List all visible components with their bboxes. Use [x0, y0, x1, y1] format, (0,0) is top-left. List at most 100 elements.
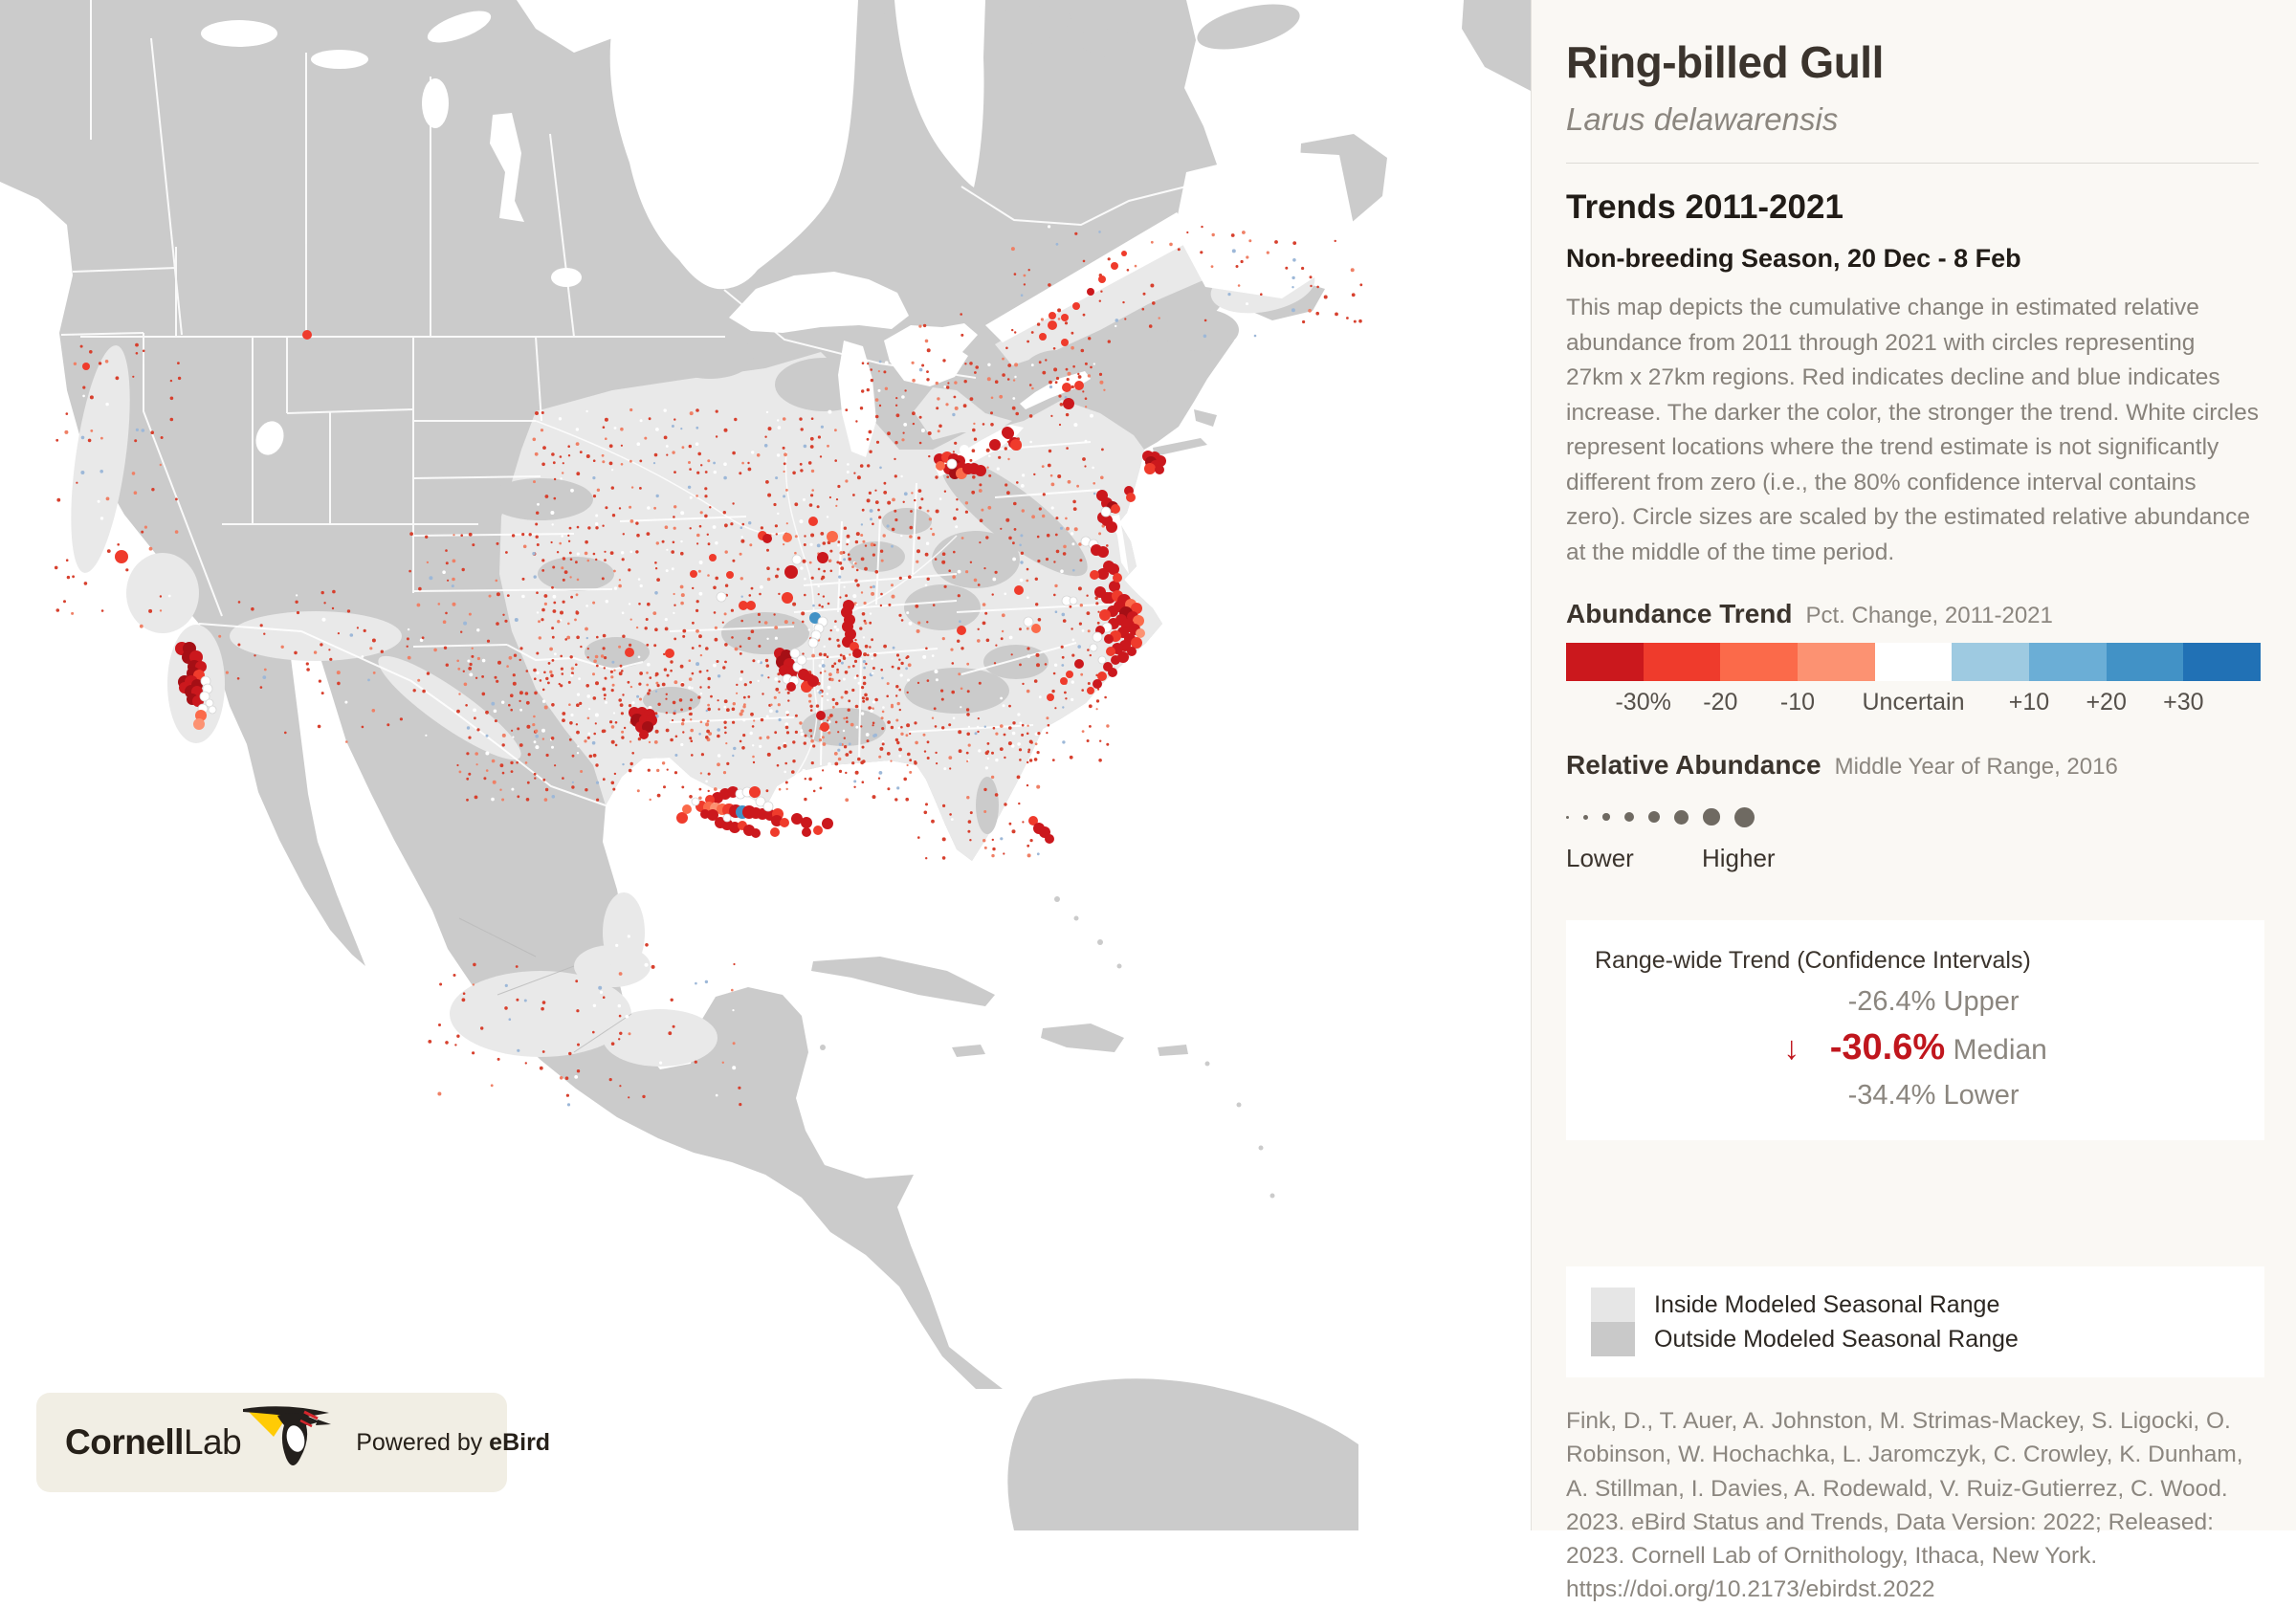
- trend-point: [199, 691, 210, 702]
- trend-point: [709, 554, 717, 561]
- abundance-trend-subtitle: Pct. Change, 2011-2021: [1805, 603, 2053, 628]
- trend-point: [82, 363, 90, 370]
- trend-point: [813, 826, 823, 835]
- higher-label: Higher: [1702, 844, 1776, 872]
- median-row: ↓ -30.6% Median: [1595, 1027, 2236, 1068]
- abundance-trend-legend-header: Abundance Trend Pct. Change, 2011-2021: [1566, 599, 2258, 629]
- trend-point: [784, 565, 798, 579]
- lower-ci-row: -34.4% Lower: [1595, 1080, 2236, 1112]
- trend-point: [786, 682, 796, 692]
- confidence-interval-rows: -26.4% Upper ↓ -30.6% Median -34.4% Lower: [1595, 986, 2236, 1112]
- trend-point: [783, 533, 792, 542]
- season-subtitle: Non-breeding Season, 20 Dec - 8 Feb: [1566, 244, 2021, 273]
- trend-color-ramp: [1566, 643, 2262, 681]
- trend-point: [1113, 573, 1122, 583]
- trend-point: [791, 554, 803, 565]
- trend-point: [1074, 659, 1084, 669]
- trend-tick-label: +20: [2086, 689, 2127, 715]
- abundance-circle: [1674, 809, 1689, 825]
- map-description: This map depicts the cumulative change i…: [1566, 295, 2260, 565]
- trend-point: [1106, 647, 1115, 656]
- trend-point: [1097, 671, 1107, 681]
- trend-tick-label: Uncertain: [1862, 689, 1965, 715]
- trend-tick-label: +30: [2163, 689, 2204, 715]
- outside-range-row: Outside Modeled Seasonal Range: [1591, 1322, 2240, 1356]
- relative-abundance-legend-header: Relative Abundance Middle Year of Range,…: [1566, 750, 2258, 781]
- outside-range-label: Outside Modeled Seasonal Range: [1654, 1325, 2019, 1353]
- ramp-segment: [2029, 643, 2107, 681]
- trend-point: [782, 592, 793, 604]
- trend-point: [1063, 398, 1074, 409]
- trend-point: [1144, 463, 1156, 474]
- trend-tick-label: +10: [2008, 689, 2050, 715]
- trend-point: [1104, 634, 1114, 644]
- trend-point: [639, 730, 649, 739]
- trend-point: [1127, 647, 1137, 656]
- citation: Fink, D., T. Auer, A. Johnston, M. Strim…: [1566, 1408, 2243, 1603]
- trend-point: [729, 822, 740, 833]
- trend-tick-label: -10: [1779, 689, 1816, 715]
- trends-heading: Trends 2011-2021: [1566, 188, 1843, 226]
- trend-point: [1111, 262, 1118, 270]
- trend-point: [749, 786, 761, 798]
- down-arrow-icon: ↓: [1783, 1030, 1800, 1067]
- trend-point: [762, 801, 774, 812]
- north-america-map: [0, 0, 1531, 1530]
- trend-point: [1060, 677, 1068, 685]
- divider: [1566, 163, 2259, 164]
- trend-point: [1097, 546, 1109, 558]
- upper-ci-label: Upper: [1943, 986, 2020, 1017]
- trend-point: [1066, 671, 1073, 678]
- trend-point: [1131, 603, 1142, 614]
- trend-point: [707, 809, 718, 821]
- lab-brand: Lab: [183, 1422, 242, 1462]
- range-trend-card-title: Range-wide Trend (Confidence Intervals): [1595, 947, 2031, 974]
- trend-point: [817, 552, 828, 563]
- lower-label: Lower: [1566, 844, 1634, 872]
- abundance-circle: [1623, 812, 1634, 822]
- lower-ci-label: Lower: [1943, 1080, 2020, 1111]
- trend-point: [780, 818, 789, 827]
- trend-point: [1133, 615, 1144, 627]
- trend-point: [771, 815, 783, 826]
- trend-point: [746, 601, 756, 610]
- abundance-circle: [1566, 815, 1569, 819]
- trend-point: [822, 818, 833, 829]
- trend-point: [195, 710, 207, 721]
- trend-point: [751, 828, 761, 838]
- outside-range-swatch: [1591, 1322, 1635, 1356]
- trend-point: [1049, 312, 1056, 319]
- trend-point: [1136, 628, 1145, 638]
- trend-ramp-tick-labels: -30% -20 -10 Uncertain +10 +20 +30: [1566, 689, 2261, 721]
- trend-point: [936, 461, 945, 471]
- trend-point: [700, 809, 710, 819]
- trend-point: [716, 591, 727, 603]
- abundance-circle: [1583, 814, 1588, 820]
- trend-point: [1072, 302, 1080, 310]
- trend-point: [820, 722, 829, 732]
- abundance-circle: [1733, 806, 1755, 827]
- trend-point: [115, 550, 128, 563]
- trend-point: [802, 827, 811, 837]
- trend-tick-label: -30%: [1615, 689, 1671, 715]
- trend-point: [690, 570, 697, 578]
- range-legend-card: Inside Modeled Seasonal Range Outside Mo…: [1566, 1266, 2264, 1377]
- abundance-circle: [1703, 808, 1720, 826]
- ramp-segment: [2183, 643, 2262, 681]
- trend-point: [1100, 506, 1112, 517]
- species-title: Ring-billed Gull: [1566, 37, 1884, 87]
- median-value: -30.6%: [1829, 1027, 1946, 1068]
- lower-ci-value: -34.4%: [1847, 1080, 1936, 1111]
- trend-point: [722, 813, 732, 823]
- trend-point: [1090, 570, 1099, 580]
- trend-point: [789, 648, 801, 659]
- trend-point: [946, 458, 958, 470]
- trend-point: [1010, 439, 1022, 451]
- trend-point: [1109, 581, 1120, 592]
- trend-circles: [82, 251, 1166, 844]
- trend-point: [682, 804, 692, 814]
- trend-point: [796, 654, 807, 666]
- trend-point: [770, 827, 780, 837]
- trend-point: [1098, 275, 1106, 283]
- trend-point: [808, 517, 818, 526]
